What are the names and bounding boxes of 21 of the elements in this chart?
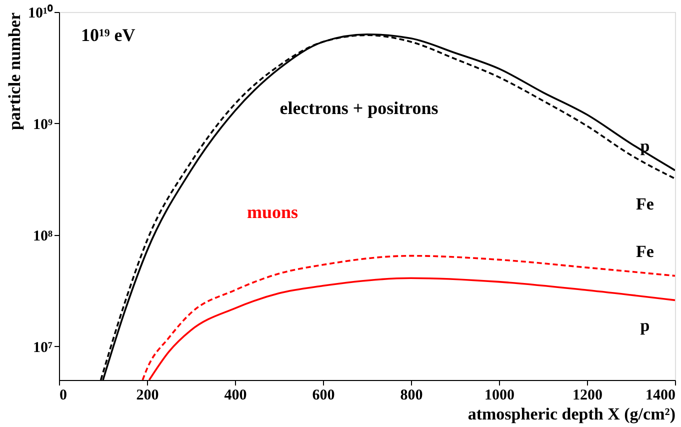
x-tick-label: 800 [400, 388, 423, 404]
y-tick-label: 10⁸ [33, 228, 53, 244]
x-tick-label: 200 [136, 388, 159, 404]
series-label: Fe [636, 242, 654, 261]
x-tick-label: 0 [60, 388, 67, 404]
line-series [148, 277, 675, 380]
x-tick-label: 600 [312, 388, 335, 404]
annotation: electrons + positrons [280, 98, 438, 118]
x-axis-title: atmospheric depth X (g/cm²) [468, 404, 676, 424]
x-tick-label: 1000 [484, 388, 514, 404]
annotation: muons [247, 202, 298, 222]
series-label: p [640, 316, 650, 336]
annotation: 10¹⁹ eV [81, 25, 136, 45]
x-tick-label: 1400 [646, 388, 676, 404]
y-tick-label: 10⁷ [33, 340, 53, 356]
series-label: Fe [636, 194, 654, 214]
y-axis-title: particle number [5, 12, 24, 130]
x-tick-label: 1200 [572, 388, 602, 404]
y-tick-label: 10¹⁰ [28, 4, 54, 22]
x-tick-label: 400 [224, 388, 247, 404]
y-tick-label: 10⁹ [33, 116, 53, 133]
